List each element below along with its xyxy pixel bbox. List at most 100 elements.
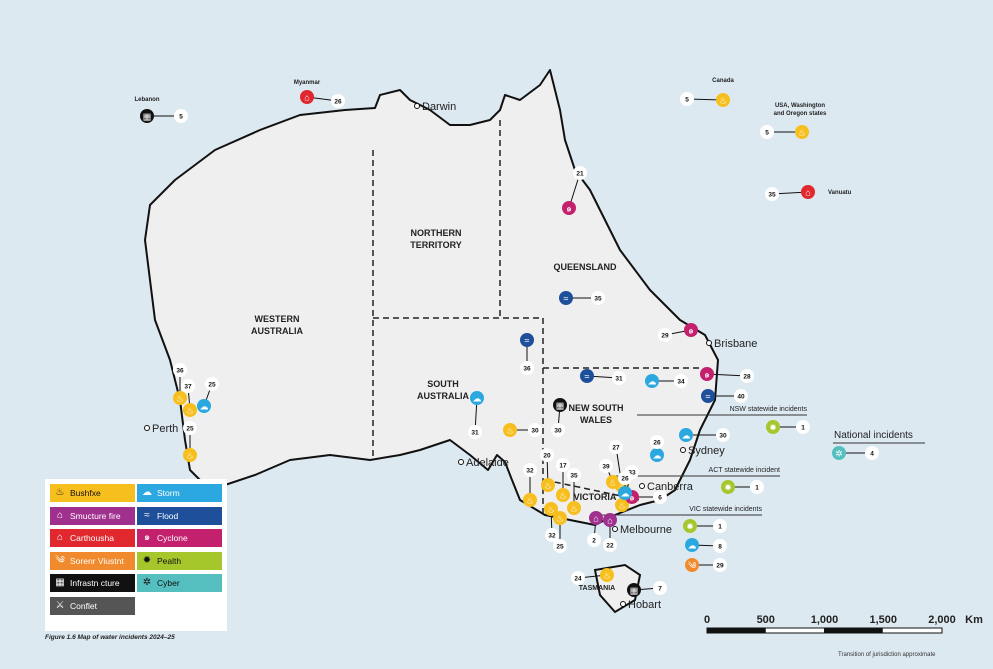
- incident-marker-infrastructure[interactable]: ▦ 7: [627, 581, 667, 597]
- incident-marker-earthquake[interactable]: ⌂ 26: [300, 90, 345, 108]
- count-badge: [551, 423, 565, 437]
- health-icon: [766, 420, 780, 434]
- icon-glyph: ✹: [724, 483, 732, 493]
- incident-count: 39: [602, 464, 610, 471]
- incident-count: 22: [606, 543, 614, 550]
- incident-marker-health[interactable]: ✹ 1: [683, 519, 727, 533]
- icon-glyph: ♨: [526, 496, 534, 506]
- legend-label: Smucture fire: [70, 510, 121, 521]
- incident-marker-infrastructure[interactable]: ▦ 30: [551, 398, 567, 437]
- incident-marker-bushfire[interactable]: ♨ 35: [567, 468, 581, 515]
- incident-marker-storm[interactable]: ☁ 31: [468, 391, 484, 439]
- bushfire-icon: [600, 568, 614, 582]
- legend-item-storm: ☁ Storm: [137, 484, 222, 502]
- storm-icon: [679, 428, 693, 442]
- flood-icon: ≈: [144, 509, 150, 521]
- legend-label: Conflet: [70, 600, 97, 611]
- incident-marker-bushfire[interactable]: ♨ 20: [540, 448, 555, 492]
- count-badge: [674, 374, 688, 388]
- incident-marker-flood[interactable]: ≈31: [580, 369, 626, 385]
- storm-icon: [618, 486, 632, 500]
- bushfire-icon: [556, 488, 570, 502]
- incident-count: 33: [628, 470, 636, 477]
- conflict-icon: ⚔: [55, 599, 65, 611]
- incident-marker-bushfire[interactable]: ♨ 32: [544, 502, 559, 542]
- incident-marker-flood[interactable]: ≈36: [520, 333, 534, 375]
- earthquake-icon: [801, 185, 815, 199]
- incident-marker-storm[interactable]: ☁ 26: [618, 471, 632, 500]
- count-badge: [713, 539, 727, 553]
- incident-marker-bushfire[interactable]: ♨ 25: [553, 511, 567, 553]
- incident-marker-bushfire[interactable]: ♨ 32: [523, 463, 537, 507]
- house-outline-icon: ⌂: [56, 509, 64, 521]
- count-badge: [205, 377, 219, 391]
- incident-count: 32: [548, 533, 556, 540]
- bushfire-icon: [523, 493, 537, 507]
- scale-tick-label: 500: [757, 614, 775, 626]
- incident-marker-bushfire[interactable]: ♨ 37: [181, 379, 197, 417]
- incident-count: 17: [559, 463, 567, 470]
- incident-marker-flood[interactable]: ≈40: [701, 389, 748, 403]
- incident-marker-storm[interactable]: ☁ 25: [197, 377, 219, 413]
- bushfire-icon: [544, 502, 558, 516]
- incident-marker-storm[interactable]: ☁ 30: [679, 428, 730, 442]
- incident-marker-cyclone[interactable]: ๑ 29: [658, 323, 698, 342]
- storm-icon: [470, 391, 484, 405]
- building-icon: ▦: [55, 577, 65, 588]
- icon-glyph: ≈: [585, 372, 590, 382]
- incident-count: 4: [870, 451, 874, 458]
- incident-marker-bushfire[interactable]: ♨ 30: [503, 423, 542, 437]
- count-badge: [653, 490, 667, 504]
- legend-label: Cyclone: [157, 533, 188, 543]
- incident-marker-flood[interactable]: ≈35: [559, 291, 605, 305]
- incident-marker-bushfire[interactable]: ♨ 17: [556, 458, 570, 502]
- incident-marker-earthquake[interactable]: ⌂ 35: [765, 185, 815, 201]
- incident-marker-cyclone[interactable]: ๑ 28: [700, 367, 754, 383]
- incident-marker-infrastructure[interactable]: ▦ 5: [140, 109, 188, 123]
- legend-item-infrastructure: ▦ Infrastn cture: [50, 574, 135, 592]
- incident-count: 25: [208, 382, 216, 389]
- count-badge: [750, 480, 764, 494]
- incident-marker-bushfire[interactable]: ♨ 36: [173, 363, 187, 405]
- incident-marker-bushfire[interactable]: ♨ 33: [615, 465, 639, 512]
- icon-glyph: ▦: [630, 586, 639, 596]
- incident-marker-bushfire[interactable]: ♨5: [760, 125, 809, 139]
- count-badge: [181, 379, 195, 393]
- icon-glyph: ✲: [835, 449, 843, 459]
- incident-marker-storm[interactable]: ☁ 26: [650, 435, 664, 462]
- legend-label: Cyber: [157, 578, 180, 588]
- incident-marker-bushfire[interactable]: ♨ 24: [571, 568, 614, 585]
- incident-marker-bushfire[interactable]: ♨ 25: [183, 421, 197, 462]
- incident-marker-storm[interactable]: ☁ 8: [685, 538, 727, 553]
- city-dot: [620, 601, 626, 607]
- incident-marker-structure-fire[interactable]: ⌂2: [587, 511, 603, 547]
- legend-label: Carthousha: [70, 533, 114, 543]
- icon-glyph: ♨: [618, 501, 626, 511]
- count-badge: [567, 468, 581, 482]
- incident-marker-cyclone[interactable]: ๑ 21: [562, 166, 587, 215]
- legend-label: Pealth: [157, 555, 182, 566]
- incident-marker-bushfire[interactable]: ♨5: [680, 92, 730, 107]
- legend-item-cyclone: ๑ Cyclone: [137, 529, 222, 547]
- callout-label-nsw-statewide: NSW statewide incidents: [730, 406, 808, 413]
- legend-item-cyber: ✲ Cyber: [137, 574, 222, 592]
- icon-glyph: ✹: [686, 522, 694, 532]
- incident-marker-health[interactable]: ✹ 1: [721, 480, 764, 494]
- figure-caption: Figure 1.6 Map of water incidents 2024–2…: [45, 634, 175, 641]
- incident-marker-storm[interactable]: ☁ 34: [645, 374, 688, 388]
- incident-marker-cyber[interactable]: ✲ 4: [832, 446, 879, 460]
- legend-item-conflict: ⚔ Conflet: [50, 596, 135, 615]
- legend-item-bushfire: ♨ Bushfxe: [50, 484, 135, 502]
- icon-glyph: ⌂: [805, 188, 810, 198]
- incident-marker-severe-weather[interactable]: ༄ 29: [685, 558, 727, 572]
- legend-label: Infrastn cture: [70, 578, 120, 588]
- count-badge: [760, 125, 774, 139]
- icon-glyph: ≈: [706, 392, 711, 402]
- flood-icon: [520, 333, 534, 347]
- count-badge: [174, 109, 188, 123]
- incident-count: 36: [176, 368, 184, 375]
- icon-glyph: ๑: [688, 326, 694, 336]
- incident-marker-health[interactable]: ✹ 1: [766, 420, 810, 434]
- incident-marker-structure-fire[interactable]: ⌂ 22: [603, 513, 617, 552]
- legend: ♨ Bushfxe ☁ Storm ⌂ Smucture fire ≈ Flood ⌂ Carth…: [45, 479, 227, 631]
